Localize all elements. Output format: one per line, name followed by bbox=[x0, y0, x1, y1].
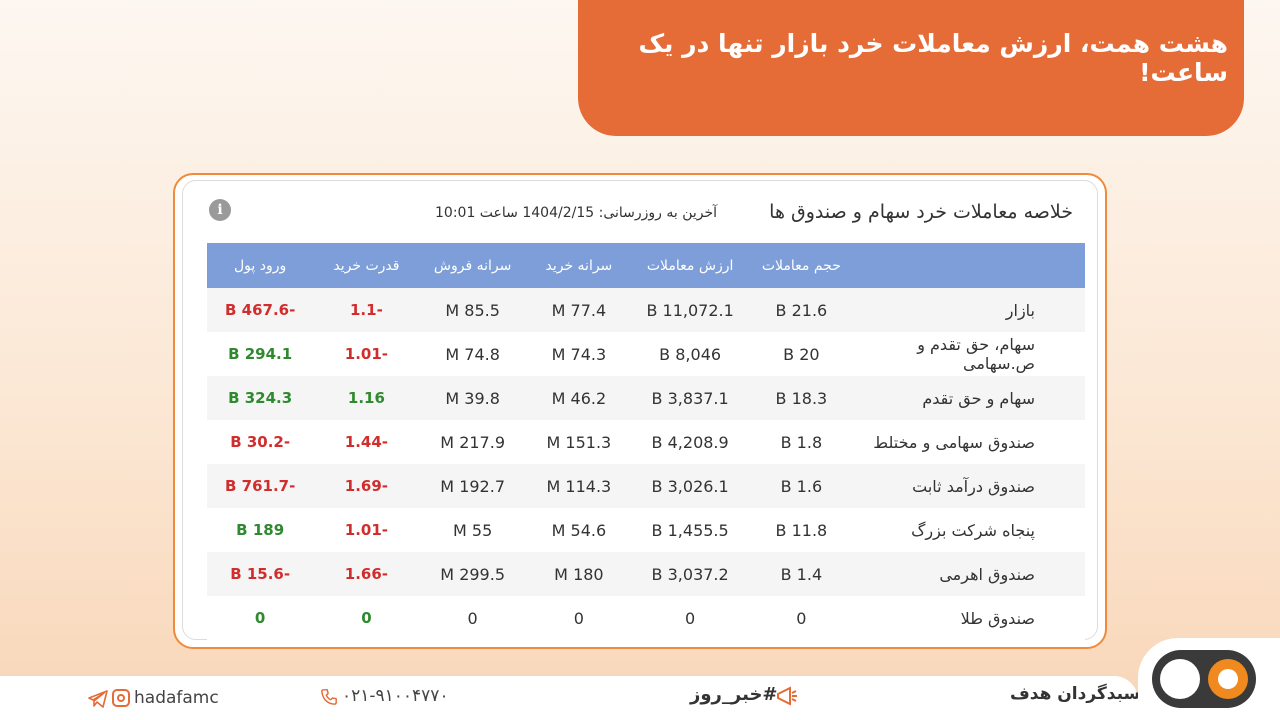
cell-volume: 1.6 B bbox=[780, 476, 823, 496]
megaphone-icon bbox=[776, 686, 798, 711]
cell-sell-per-capita: 85.5 M bbox=[445, 300, 500, 320]
cell-sell-per-capita: 192.7 M bbox=[440, 476, 505, 496]
cell-value: 1,455.5 B bbox=[651, 520, 729, 540]
last-update-text: آخرین به روزرسانی: 1404/2/15 ساعت 10:01 bbox=[435, 205, 718, 221]
cell-money-flow: 189 B bbox=[236, 521, 285, 539]
header-volume[interactable]: حجم معاملات bbox=[761, 257, 841, 274]
cell-buy-power: -1.01 bbox=[344, 521, 389, 539]
table-header-row: حجم معاملات ارزش معاملات سرانه خرید سران… bbox=[207, 243, 1085, 288]
header-buy-per-capita[interactable]: سرانه خرید bbox=[545, 257, 613, 274]
cell-value: 3,026.1 B bbox=[651, 476, 729, 496]
cell-money-flow: -761.7 B bbox=[224, 477, 296, 495]
cell-sell-per-capita: 299.5 M bbox=[440, 564, 505, 584]
cell-volume: 1.4 B bbox=[780, 564, 823, 584]
cell-buy-power: -1.01 bbox=[344, 345, 389, 363]
summary-card-inner: i آخرین به روزرسانی: 1404/2/15 ساعت 10:0… bbox=[182, 180, 1098, 640]
cell-money-flow: 0 bbox=[254, 609, 266, 627]
cell-label: صندوق طلا bbox=[960, 608, 1035, 628]
cell-buy-per-capita: 114.3 M bbox=[546, 476, 612, 496]
headline-banner: هشت همت، ارزش معاملات خرد بازار تنها در … bbox=[578, 0, 1244, 136]
headline-text: هشت همت، ارزش معاملات خرد بازار تنها در … bbox=[638, 29, 1228, 87]
cell-buy-per-capita: 54.6 M bbox=[551, 520, 607, 540]
cell-buy-power: -1.66 bbox=[344, 565, 389, 583]
social-handle[interactable]: hadafamc bbox=[134, 688, 219, 708]
cell-label: صندوق اهرمی bbox=[939, 564, 1035, 584]
header-label bbox=[854, 243, 1085, 288]
telegram-icon[interactable] bbox=[88, 690, 108, 708]
logo-mark-icon bbox=[1152, 650, 1256, 708]
header-sell-per-capita[interactable]: سرانه فروش bbox=[433, 257, 512, 274]
cell-volume: 18.3 B bbox=[775, 388, 828, 408]
cell-volume: 20 B bbox=[783, 344, 820, 364]
cell-buy-power: -1.1 bbox=[350, 301, 383, 319]
cell-buy-power: 1.16 bbox=[347, 389, 385, 407]
table-row[interactable]: صندوق طلا 0 0 0 0 0 0 bbox=[207, 596, 1085, 640]
cell-label: پنجاه شرکت بزرگ bbox=[911, 520, 1035, 540]
cell-volume: 1.8 B bbox=[780, 432, 823, 452]
cell-label: سهام و حق تقدم bbox=[922, 388, 1035, 408]
cell-volume: 11.8 B bbox=[775, 520, 828, 540]
cell-value: 4,208.9 B bbox=[651, 432, 729, 452]
cell-label: بازار bbox=[1005, 300, 1035, 320]
table-title: خلاصه معاملات خرد سهام و صندوق ها bbox=[769, 201, 1073, 223]
cell-label: سهام، حق تقدم و ص.سهامی bbox=[917, 335, 1035, 373]
cell-sell-per-capita: 55 M bbox=[453, 520, 493, 540]
header-value[interactable]: ارزش معاملات bbox=[646, 257, 734, 274]
cell-money-flow: -30.2 B bbox=[230, 433, 291, 451]
cell-buy-power: -1.69 bbox=[344, 477, 389, 495]
hashtag-text: #خبر_روز bbox=[690, 684, 778, 705]
cell-volume: 21.6 B bbox=[775, 300, 828, 320]
cell-sell-per-capita: 217.9 M bbox=[440, 432, 505, 452]
cell-buy-per-capita: 151.3 M bbox=[546, 432, 612, 452]
info-icon[interactable]: i bbox=[209, 199, 231, 221]
table-row[interactable]: بازار 21.6 B 11,072.1 B 77.4 M 85.5 M -1.1 -46… bbox=[207, 288, 1085, 332]
cell-value: 8,046 B bbox=[659, 344, 722, 364]
cell-buy-power: -1.44 bbox=[344, 433, 389, 451]
cell-value: 3,037.2 B bbox=[651, 564, 729, 584]
cell-buy-power: 0 bbox=[361, 609, 372, 627]
header-buy-power[interactable]: قدرت خرید bbox=[333, 257, 400, 274]
footer-bar bbox=[0, 676, 1138, 720]
brand-logo bbox=[1138, 638, 1280, 720]
footer-brand: سبدگردان هدف bbox=[1010, 684, 1141, 704]
cell-label: صندوق سهامی و مختلط bbox=[873, 432, 1035, 452]
cell-value: 11,072.1 B bbox=[646, 300, 734, 320]
cell-money-flow: 294.1 B bbox=[228, 345, 293, 363]
instagram-icon[interactable] bbox=[112, 689, 130, 707]
cell-buy-per-capita: 180 M bbox=[554, 564, 604, 584]
cell-volume: 0 bbox=[796, 608, 807, 628]
cell-buy-per-capita: 46.2 M bbox=[551, 388, 607, 408]
table-row[interactable]: پنجاه شرکت بزرگ 11.8 B 1,455.5 B 54.6 M 55 M… bbox=[207, 508, 1085, 552]
phone-number: ۰۲۱-۹۱۰۰۴۷۷۰ bbox=[342, 686, 449, 706]
cell-money-flow: -467.6 B bbox=[224, 301, 296, 319]
cell-sell-per-capita: 39.8 M bbox=[445, 388, 500, 408]
cell-sell-per-capita: 74.8 M bbox=[445, 344, 500, 364]
table-row[interactable]: سهام، حق تقدم و ص.سهامی 20 B 8,046 B 74.3 M… bbox=[207, 332, 1085, 376]
table-row[interactable]: سهام و حق تقدم 18.3 B 3,837.1 B 46.2 M 39.8 … bbox=[207, 376, 1085, 420]
table-row[interactable]: صندوق اهرمی 1.4 B 3,037.2 B 180 M 299.5 M -1.… bbox=[207, 552, 1085, 596]
cell-money-flow: -15.6 B bbox=[230, 565, 291, 583]
phone-icon bbox=[321, 689, 337, 705]
cell-money-flow: 324.3 B bbox=[228, 389, 293, 407]
summary-table: حجم معاملات ارزش معاملات سرانه خرید سران… bbox=[207, 243, 1085, 640]
table-row[interactable]: صندوق درآمد ثابت 1.6 B 3,026.1 B 114.3 M 192… bbox=[207, 464, 1085, 508]
cell-buy-per-capita: 77.4 M bbox=[551, 300, 607, 320]
cell-value: 3,837.1 B bbox=[651, 388, 729, 408]
header-money-flow[interactable]: ورود پول bbox=[234, 257, 287, 274]
cell-buy-per-capita: 74.3 M bbox=[551, 344, 607, 364]
table-row[interactable]: صندوق سهامی و مختلط 1.8 B 4,208.9 B 151.3 M… bbox=[207, 420, 1085, 464]
summary-card: i آخرین به روزرسانی: 1404/2/15 ساعت 10:0… bbox=[173, 173, 1107, 649]
table-body: بازار 21.6 B 11,072.1 B 77.4 M 85.5 M -1.1 -46… bbox=[207, 288, 1085, 640]
cell-value: 0 bbox=[685, 608, 696, 628]
cell-sell-per-capita: 0 bbox=[467, 608, 478, 628]
cell-label: صندوق درآمد ثابت bbox=[912, 476, 1035, 496]
cell-buy-per-capita: 0 bbox=[573, 608, 584, 628]
